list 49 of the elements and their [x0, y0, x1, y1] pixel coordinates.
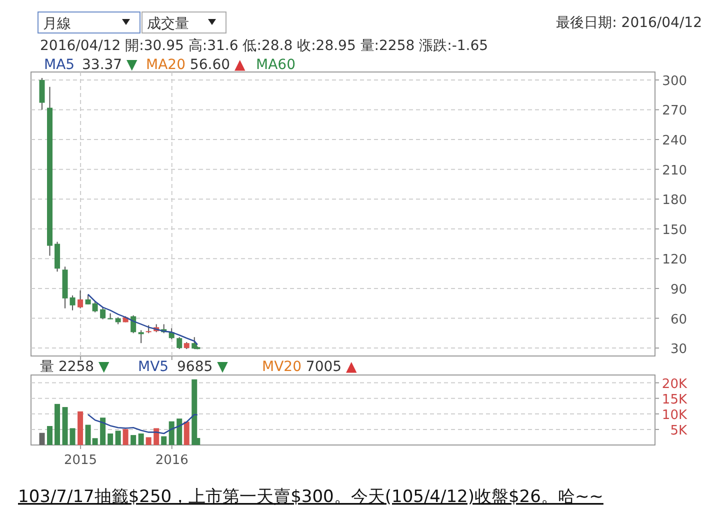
bar [184, 422, 190, 445]
text: 最後日期: 2016/04/12 [556, 15, 702, 31]
annotation: MA60 [256, 57, 296, 73]
dropdown: 月線 [38, 12, 140, 34]
text: 量 2258 ▼ [40, 359, 110, 375]
y-tick-label: 240 [662, 134, 687, 149]
bar [130, 435, 136, 445]
y-tick-label: 270 [662, 104, 687, 119]
bar [138, 433, 144, 445]
bar [108, 433, 114, 445]
y-tick-label: 20K [662, 376, 688, 392]
y-tick-label: 150 [662, 222, 687, 238]
bar [54, 404, 60, 445]
bar [100, 418, 106, 445]
y-tick-label: 90 [670, 282, 687, 298]
text: 9685 ▼ [177, 359, 228, 375]
bar [78, 411, 84, 445]
x-tick-label: 2015 [64, 453, 98, 468]
text: 103/7/17抽籤$250，上市第一天賣$300。今天(105/4/12)收盤$26。哈~~ [18, 487, 604, 507]
bar [47, 426, 53, 445]
dropdown: 成交量 [142, 12, 226, 34]
bar [176, 418, 182, 445]
line-series [87, 414, 198, 434]
bar [62, 407, 68, 445]
bar [39, 432, 45, 445]
y-tick-label: 5K [670, 423, 688, 438]
bar [192, 379, 198, 445]
y-tick-label: 15K [662, 392, 688, 408]
bar [115, 430, 121, 445]
bar [161, 436, 167, 445]
annotation: MA20 56.60 ▲ [146, 57, 246, 73]
text: MA5 [44, 57, 75, 73]
text: MV5 [138, 359, 169, 375]
x-tick-label: 2016 [155, 453, 188, 468]
chart-subtitle: 2016/04/12 開:30.95 高:31.6 低:28.8 收:28.95 量:2258 漲跌:-1.65 [40, 38, 488, 54]
bar [122, 429, 128, 445]
bar [168, 421, 174, 445]
annotation: 33.37 ▼ [82, 57, 138, 73]
bar [146, 437, 152, 445]
y-tick-label: 300 [662, 74, 687, 89]
y-tick-label: 30 [670, 342, 687, 358]
y-tick-label: 60 [670, 312, 687, 328]
bar [70, 428, 76, 445]
y-tick-label: 120 [662, 252, 687, 268]
text: MV20 7005 ▲ [262, 359, 358, 375]
y-tick-label: 180 [662, 193, 687, 208]
bar [154, 428, 160, 445]
y-tick-label: 210 [662, 163, 687, 178]
y-tick-label: 10K [662, 408, 688, 423]
